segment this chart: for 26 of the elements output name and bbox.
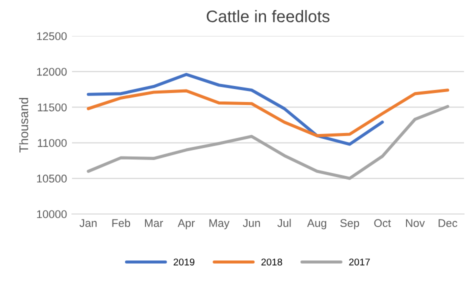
legend-label: 2017 [349, 258, 370, 266]
x-tick-label: Apr [178, 219, 195, 230]
x-tick-label: Sep [340, 219, 360, 230]
x-tick-label: Nov [406, 219, 425, 228]
x-tick-label: Jul [277, 218, 291, 228]
x-tick-label: Jun [242, 219, 260, 228]
y-tick-label: 11500 [38, 103, 67, 112]
y-tick-label: 12000 [37, 68, 67, 76]
x-tick-label: Dec [438, 219, 458, 228]
line-series [86, 88, 450, 138]
chart-title: Cattle in feedlots [206, 10, 330, 22]
legend-label: 2018 [261, 258, 282, 266]
line-series [86, 104, 450, 180]
x-tick-label: Feb [112, 218, 130, 228]
y-axis-title: Thousand [19, 98, 28, 153]
x-tick-label: Oct [374, 219, 391, 228]
x-tick-label: May [209, 219, 230, 230]
x-tick-label: Jan [80, 219, 97, 228]
x-tick-label: Mar [145, 219, 164, 228]
legend-label: 2019 [174, 258, 194, 266]
y-tick-label: 12500 [37, 32, 67, 40]
line-series [86, 72, 384, 146]
y-tick-label: 10000 [37, 210, 67, 218]
x-tick-label: Aug [307, 219, 326, 230]
y-tick-label: 11000 [38, 139, 67, 147]
y-tick-label: 10500 [37, 174, 67, 183]
